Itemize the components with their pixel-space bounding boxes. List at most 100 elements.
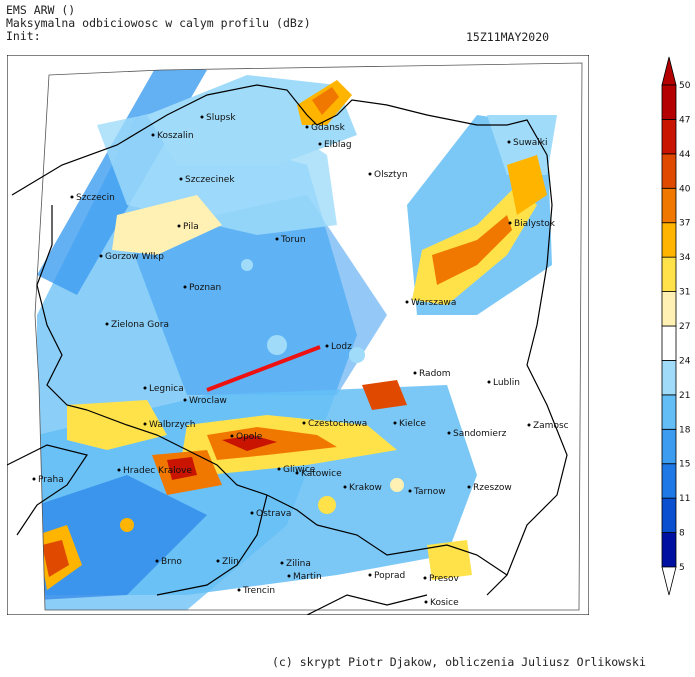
legend-swatch [661, 84, 677, 120]
city-marker: Poprad [368, 571, 405, 581]
init-label: Init: [6, 29, 41, 43]
city-marker: Zlin [216, 557, 239, 567]
city-label: Szczecin [76, 193, 115, 203]
city-label: Katowice [301, 469, 342, 479]
city-marker: Walbrzych [143, 420, 195, 430]
legend-swatch [661, 256, 677, 292]
city-marker: Wroclaw [183, 396, 227, 406]
city-marker: Torun [275, 235, 306, 245]
legend-tick-label: 15 [679, 460, 690, 470]
city-marker: Gorzow Wlkp [99, 252, 164, 262]
legend-swatch [661, 360, 677, 396]
city-label: Gdansk [311, 123, 346, 133]
city-marker: Czestochowa [302, 419, 367, 429]
city-marker: Presov [423, 574, 460, 584]
city-label: Zilina [286, 559, 311, 569]
city-label: Martin [293, 572, 322, 582]
city-marker: Gliwice [277, 465, 316, 475]
core-east-inner [432, 215, 512, 285]
city-marker: Bialystok [508, 219, 556, 229]
city-label: Torun [280, 235, 306, 245]
legend-arrow-top [661, 56, 677, 86]
city-label: Krakow [349, 483, 382, 493]
city-label: Lodz [331, 342, 352, 352]
city-marker: Gdansk [305, 123, 346, 133]
legend-tick-label: 34 [679, 253, 690, 263]
city-label: Bialystok [514, 219, 556, 229]
legend-swatch [661, 291, 677, 327]
city-marker: Zilina [280, 559, 311, 569]
legend-tick-label: 44 [679, 150, 690, 160]
city-label: Czestochowa [308, 419, 367, 429]
german-czech-border [7, 444, 88, 536]
city-marker: Kielce [393, 419, 426, 429]
precip-field-far-east [487, 115, 557, 175]
city-label: Zlin [222, 557, 239, 567]
legend-swatch [661, 497, 677, 533]
city-label: Elblag [324, 140, 352, 150]
city-label: Koszalin [157, 131, 194, 141]
czech-border [86, 409, 318, 526]
city-label: Szczecinek [185, 175, 235, 185]
cell [349, 347, 365, 363]
valid-time: 15Z11MAY2020 [466, 30, 550, 44]
cell [318, 496, 336, 514]
city-marker: Elblag [318, 140, 352, 150]
city-label: Olsztyn [374, 170, 408, 180]
legend-arrow-bottom [661, 566, 677, 596]
city-marker: Krakow [343, 483, 382, 493]
western-border [36, 205, 88, 411]
city-marker: Szczecin [70, 193, 115, 203]
legend-swatch [661, 187, 677, 224]
model-label: EMS ARW () [6, 3, 76, 17]
city-label: Tarnow [413, 487, 446, 497]
city-label: Kielce [399, 419, 426, 429]
city-label: Slupsk [206, 113, 236, 123]
legend-tick-label: 37 [679, 219, 690, 229]
city-label: Gliwice [283, 465, 316, 475]
legend-tick-label: 31 [679, 288, 690, 298]
city-label: Kosice [430, 598, 459, 608]
city-marker: Praha [32, 475, 64, 485]
baltic-coastline [11, 84, 507, 196]
city-label: Poznan [189, 283, 221, 293]
city-label: Hradec Kralove [123, 466, 192, 476]
legend-tick-label: 8 [679, 529, 685, 539]
city-marker: Zamosc [527, 421, 569, 431]
city-label: Praha [38, 475, 64, 485]
precip-field-central [127, 195, 387, 395]
city-label: Pila [183, 222, 199, 232]
legend-tick-label: 27 [679, 322, 690, 332]
legend-swatch [661, 119, 677, 155]
city-marker: Warszawa [405, 298, 456, 308]
core-gdansk-inner [312, 87, 339, 115]
city-marker: Opole [230, 432, 263, 442]
core-silesia-red [222, 435, 277, 451]
legend-swatch [661, 394, 677, 430]
city-marker: Szczecinek [179, 175, 235, 185]
credit-text: (c) skrypt Piotr Djakow, obliczenia Juli… [272, 655, 646, 669]
city-label: Zamosc [533, 421, 569, 431]
eastern-border [486, 324, 568, 596]
core-pila-streak [112, 195, 222, 255]
slovak-border [316, 524, 508, 576]
legend-tick-label: 40 [679, 184, 690, 194]
color-scale-legend: 5 8 11 15 18 21 24 27 31 34 37 40 44 47 50 [661, 56, 690, 596]
city-marker: Katowice [295, 469, 342, 479]
cell [120, 518, 134, 532]
map-title: Maksymalna odbiciowosc w calym profilu (… [6, 16, 311, 30]
city-marker: Tarnow [408, 487, 446, 497]
core-suwalki [507, 155, 547, 215]
legend-swatch [661, 325, 677, 361]
city-marker: Kosice [424, 598, 459, 608]
city-label: Lublin [493, 378, 520, 388]
city-marker: Suwalki [507, 138, 548, 148]
precip-field-mid-streak [97, 95, 337, 235]
city-marker: Olsztyn [368, 170, 408, 180]
czech-slovak-border [156, 494, 268, 596]
legend-tick-label: 47 [679, 115, 690, 125]
city-marker: Lodz [325, 342, 352, 352]
city-marker: Ostrava [250, 509, 291, 519]
legend-tick-label: 50 [679, 81, 690, 91]
city-marker: Zielona Gora [105, 320, 169, 330]
